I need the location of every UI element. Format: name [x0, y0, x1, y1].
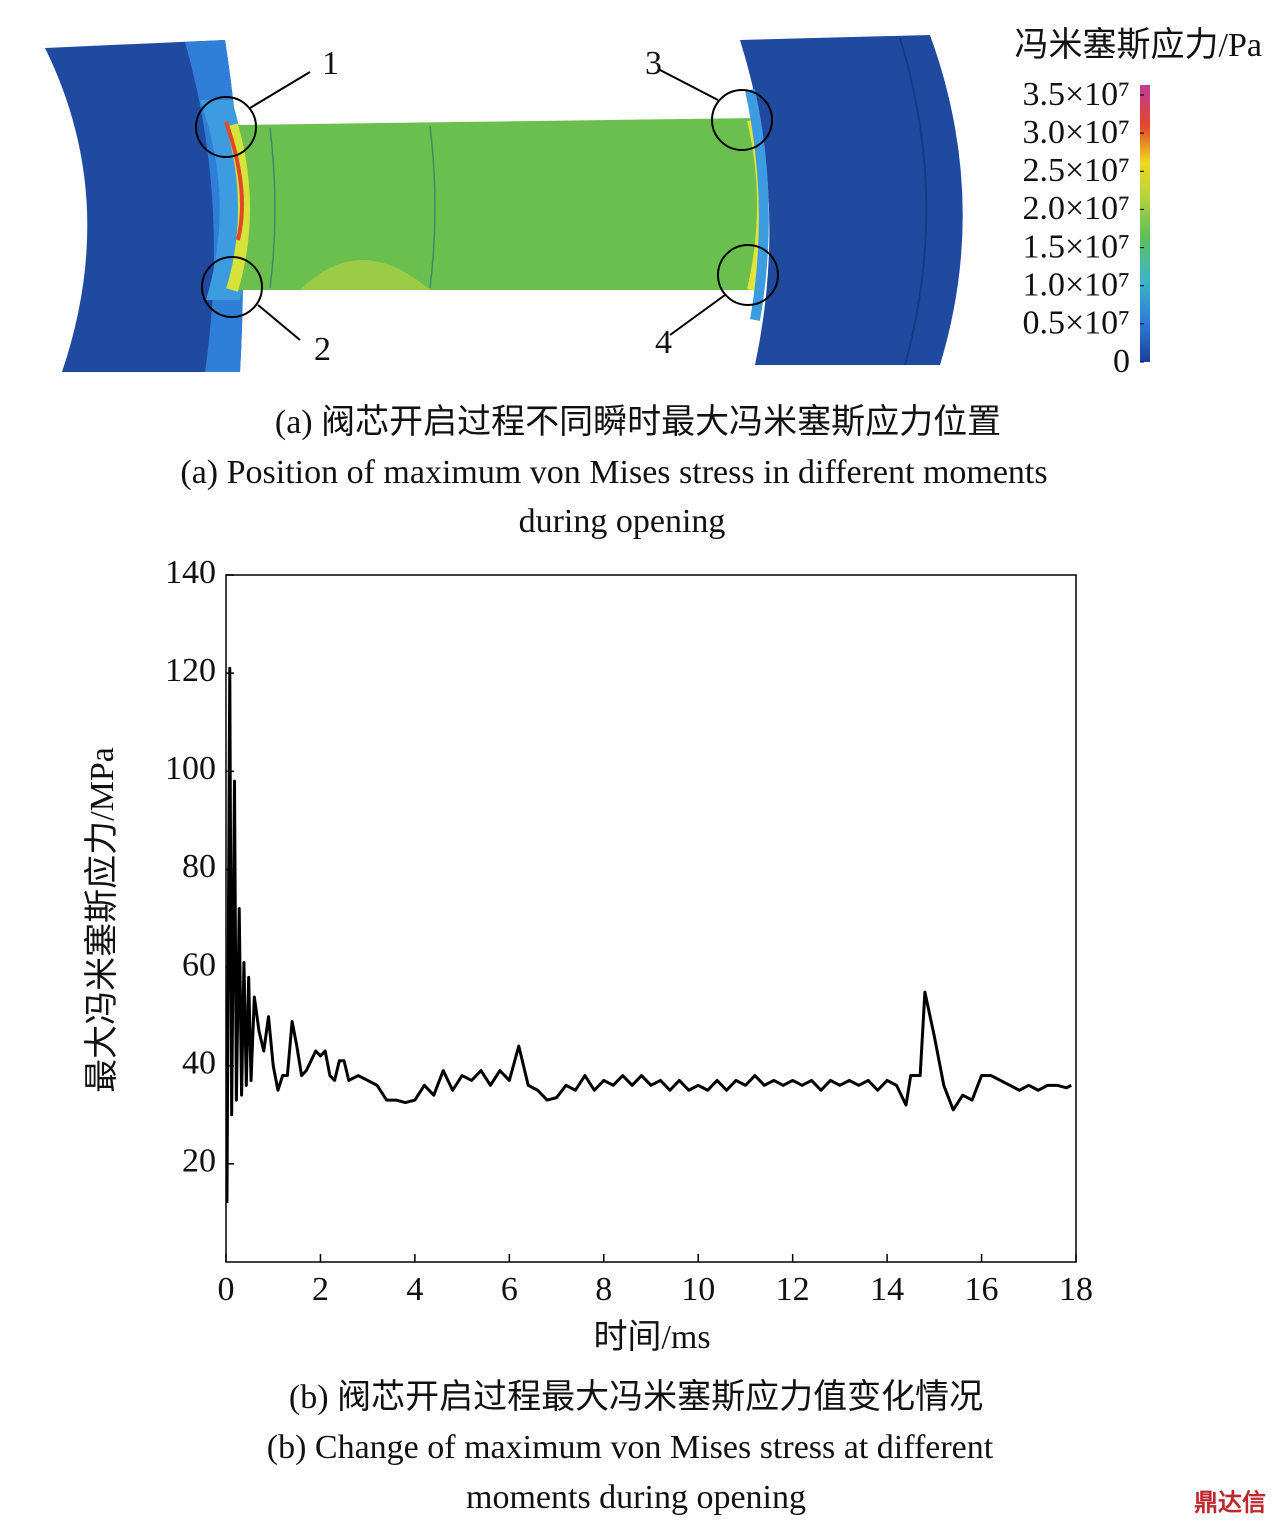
y-axis-label: 最大冯米塞斯应力/MPa	[83, 747, 121, 1093]
caption-en: moments during opening	[466, 1479, 806, 1516]
x-tick-label: 4	[406, 1271, 423, 1308]
marker-label: 4	[655, 324, 672, 361]
fea-model	[45, 35, 1150, 372]
caption-en: (b) Change of maximum von Mises stress a…	[267, 1429, 994, 1466]
watermark: 鼎达信	[1194, 1489, 1266, 1517]
x-tick-label: 12	[776, 1271, 810, 1308]
x-tick-label: 10	[681, 1271, 715, 1308]
y-tick-label: 20	[182, 1143, 216, 1180]
y-tick-label: 60	[182, 946, 216, 983]
x-tick-label: 14	[870, 1271, 904, 1308]
x-tick-label: 0	[218, 1271, 235, 1308]
marker-label: 3	[645, 45, 662, 82]
x-tick-label: 16	[965, 1271, 999, 1308]
caption-en: (a) Position of maximum von Mises stress…	[180, 454, 1047, 491]
colorbar-tick-label: 1.5×10⁷	[1022, 228, 1130, 265]
caption-en: during opening	[519, 503, 726, 540]
x-tick-label: 18	[1059, 1271, 1093, 1308]
caption-cn: (a) 阀芯开启过程不同瞬时最大冯米塞斯应力位置	[275, 403, 1001, 441]
x-tick-label: 6	[501, 1271, 518, 1308]
x-tick-label: 2	[312, 1271, 329, 1308]
colorbar-tick-label: 2.0×10⁷	[1022, 190, 1130, 227]
colorbar-tick-label: 3.5×10⁷	[1022, 76, 1130, 113]
colorbar-tick-label: 1.0×10⁷	[1022, 267, 1130, 304]
y-tick-label: 40	[182, 1045, 216, 1082]
y-tick-label: 140	[165, 554, 216, 591]
plot-frame	[225, 574, 1077, 1263]
y-tick-label: 120	[165, 652, 216, 689]
colorbar-tick-label: 0.5×10⁷	[1022, 305, 1130, 342]
marker-label: 2	[314, 331, 331, 368]
marker-label: 1	[322, 45, 339, 82]
data-line	[225, 666, 1072, 1204]
colorbar-tick-label: 3.0×10⁷	[1022, 114, 1130, 151]
caption-cn: (b) 阀芯开启过程最大冯米塞斯应力值变化情况	[289, 1378, 983, 1416]
colorbar-tick-label: 2.5×10⁷	[1022, 152, 1130, 189]
y-tick-label: 100	[165, 750, 216, 787]
legend-title: 冯米塞斯应力/Pa	[1015, 26, 1262, 64]
x-tick-label: 8	[595, 1271, 612, 1308]
colorbar-tick-label: 0	[1113, 343, 1130, 380]
x-axis-label: 时间/ms	[593, 1319, 710, 1356]
y-tick-label: 80	[182, 848, 216, 885]
